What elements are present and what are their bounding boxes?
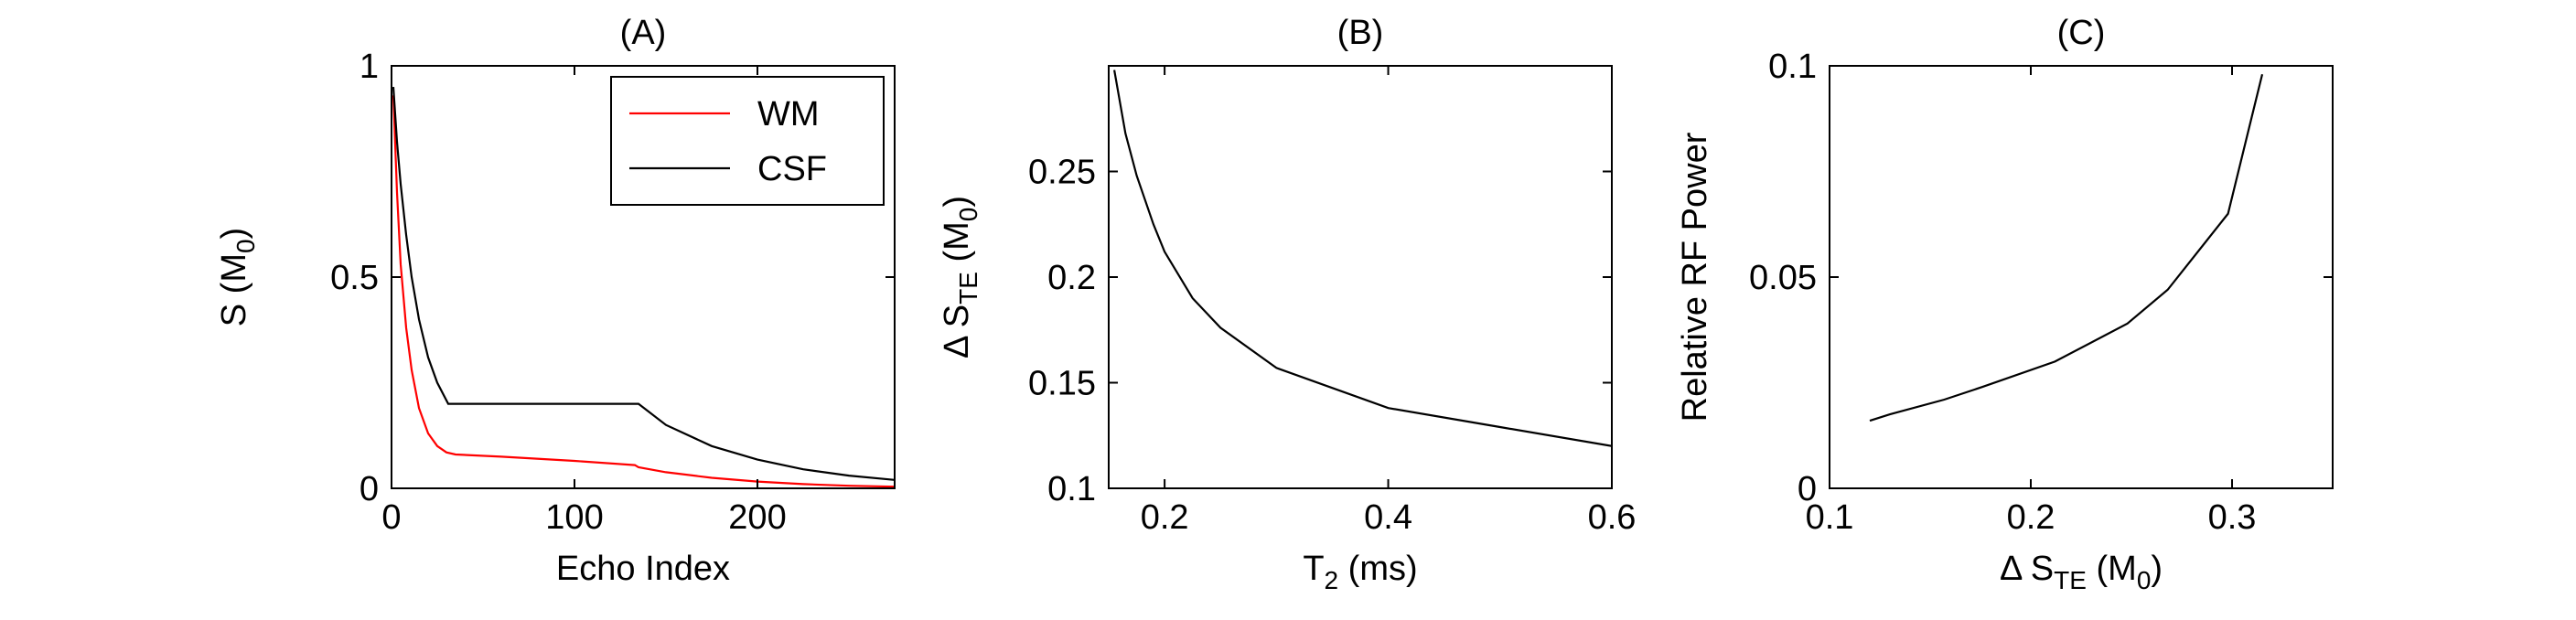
plot-frame (1108, 65, 1613, 489)
label-text: Echo Index (556, 550, 730, 588)
chart-panel-c: (C)0.1 0.2 0.300.050.1Δ STE (M0)Relative R… (1676, 14, 2334, 594)
label-end: (ms) (1338, 550, 1418, 588)
panel-title: (C) (2057, 14, 2106, 52)
y-axis-label: Relative RF Power (1676, 132, 1714, 422)
label-main: T (1303, 550, 1324, 588)
series-line-1 (1113, 69, 1612, 447)
series-line-1 (1869, 73, 2264, 422)
y-tick-label: 0.1 (1047, 470, 1096, 508)
y-axis-label: Δ STE (M0) (938, 196, 982, 358)
legend-label-wm: WM (757, 95, 820, 134)
x-tick-label: 0.1 (1806, 498, 1854, 537)
chart-panel-b: (B) 0.2 0.4 0.6 0.1 0.15 0.2 0.25 T2 (ms) Δ STE (… (938, 14, 1636, 594)
label-subscript: TE (2054, 566, 2087, 594)
label-end: ) (2151, 550, 2163, 588)
y-tick-label: 0.5 (330, 259, 379, 297)
label-subscript: 0 (231, 239, 260, 253)
plot-frame (1829, 65, 2334, 489)
x-axis-label: Δ STE (M0) (2000, 550, 2163, 594)
label-main: Δ S (938, 305, 976, 358)
label-main: Δ S (2000, 550, 2054, 588)
label-end: ) (938, 196, 976, 208)
y-tick-label: 0.1 (1768, 48, 1817, 86)
label-end: (M (2087, 550, 2137, 588)
x-tick-label: 0.2 (2007, 498, 2055, 537)
panel-title: (B) (1337, 14, 1384, 52)
label-subscript: 0 (2137, 566, 2152, 594)
legend-label-csf: CSF (757, 150, 827, 188)
x-tick-label: 0.4 (1364, 498, 1412, 537)
x-tick-label: 0 (381, 498, 401, 537)
x-tick-label: 0.3 (2208, 498, 2257, 537)
label-subscript: 2 (1325, 566, 1339, 594)
label-main: S (M (215, 253, 253, 326)
series-line-csf (392, 87, 895, 481)
x-axis-label: Echo Index (556, 550, 730, 588)
x-tick-label: 200 (728, 498, 786, 537)
y-tick-label: 0.2 (1047, 259, 1096, 297)
y-tick-label: 0.25 (1028, 154, 1096, 192)
y-tick-label: 0 (1798, 470, 1817, 508)
x-axis-label: T2 (ms) (1303, 550, 1417, 594)
y-tick-label: 1 (360, 48, 379, 86)
label-subscript: 0 (954, 208, 982, 222)
legend-box (610, 76, 885, 206)
label-subscript: TE (954, 272, 982, 305)
label-text: Relative RF Power (1676, 132, 1714, 422)
panel-title: (A) (620, 14, 667, 52)
y-tick-label: 0.05 (1749, 259, 1817, 297)
series-line-wm (392, 95, 895, 488)
y-tick-label: 0.15 (1028, 365, 1096, 403)
y-axis-label: S (M0) (215, 228, 260, 326)
x-tick-label: 0.6 (1588, 498, 1637, 537)
y-tick-label: 0 (360, 470, 379, 508)
x-tick-label: 0.2 (1141, 498, 1189, 537)
label-end: (M (938, 221, 976, 272)
x-tick-label: 100 (545, 498, 603, 537)
label-end: ) (215, 228, 253, 240)
